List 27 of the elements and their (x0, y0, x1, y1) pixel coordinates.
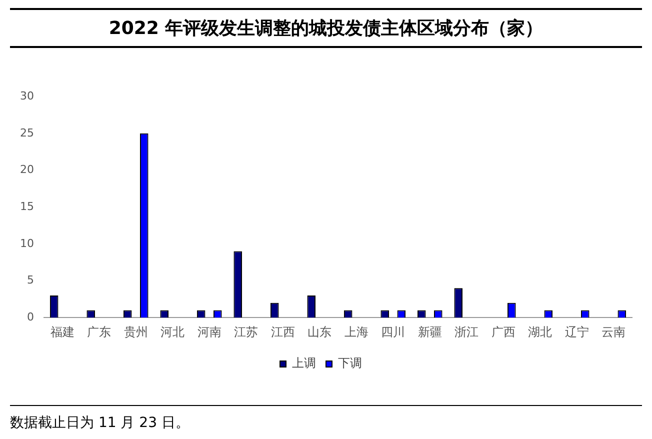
legend-label: 上调 (292, 356, 316, 370)
x-tick-label: 辽宁 (564, 324, 589, 339)
x-tick-label: 广东 (87, 324, 112, 339)
x-tick-label: 浙江 (454, 324, 479, 339)
x-tick-label: 云南 (602, 324, 626, 339)
y-tick-label: 10 (20, 236, 34, 250)
y-tick-label: 20 (20, 163, 34, 176)
y-tick-label: 0 (26, 310, 34, 324)
x-tick-label: 福建 (50, 324, 74, 339)
x-tick-label: 江西 (270, 324, 295, 339)
x-tick-label: 上海 (344, 324, 368, 339)
x-tick-label: 江苏 (234, 324, 258, 339)
x-tick-label: 新疆 (418, 324, 442, 339)
chart-title: 2022 年评级发生调整的城投发债主体区域分布（家） (10, 8, 642, 48)
x-tick-label: 河北 (160, 324, 185, 339)
x-tick-label: 湖北 (528, 324, 552, 339)
x-tick-label: 广西 (491, 324, 516, 339)
y-tick-label: 25 (20, 126, 34, 140)
x-tick-label: 河南 (197, 324, 222, 339)
y-tick-label: 30 (20, 89, 34, 102)
legend-label: 下调 (338, 356, 362, 370)
text: 数据截止日为 11 月 23 日。 (10, 405, 642, 432)
x-tick-label: 贵州 (124, 324, 148, 339)
y-tick-label: 15 (20, 200, 34, 213)
x-tick-label: 山东 (308, 324, 332, 339)
y-tick-label: 5 (26, 274, 34, 287)
x-tick-label: 四川 (381, 324, 406, 339)
